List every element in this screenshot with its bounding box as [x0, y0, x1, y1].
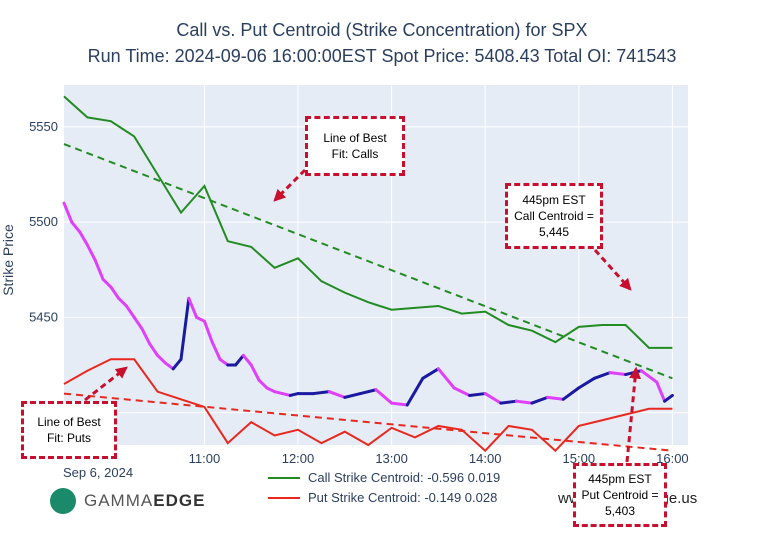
price-segment — [530, 395, 550, 405]
price-segment — [546, 395, 565, 401]
price-segment — [499, 399, 518, 405]
price-segment — [202, 319, 214, 344]
price-segment — [452, 386, 472, 397]
price-segment — [241, 353, 253, 367]
chart-title: Call vs. Put Centroid (Strike Concentrat… — [176, 20, 588, 40]
price-segment — [210, 340, 222, 361]
gammaedge-logo: GAMMAEDGE — [50, 488, 205, 514]
price-segment — [62, 201, 74, 224]
call-fit-line — [63, 143, 673, 380]
arrow-calls-fit — [273, 168, 307, 202]
x-tick-label: 15:00 — [563, 451, 596, 466]
price-segment — [109, 285, 121, 300]
price-segment — [132, 315, 144, 331]
price-segment — [85, 243, 97, 262]
price-segment — [249, 363, 261, 382]
callout-puts-fit: Line of Best Fit: Puts — [21, 401, 117, 459]
price-segment — [374, 388, 394, 405]
y-tick-label: 5500 — [29, 214, 58, 229]
price-segment — [608, 371, 628, 377]
call-centroid-line — [63, 95, 673, 349]
logo-mark-icon — [50, 488, 76, 514]
price-segment — [148, 342, 160, 357]
logo-text: GAMMAEDGE — [84, 491, 206, 510]
x-tick-label: 13:00 — [375, 451, 408, 466]
x-tick-label: 14:00 — [469, 451, 502, 466]
arrow-call-centroid — [593, 248, 632, 291]
put-centroid-line — [63, 358, 673, 453]
price-segment — [101, 277, 113, 289]
chart-subtitle: Run Time: 2024-09-06 16:00:00EST Spot Pr… — [87, 46, 677, 66]
price-segment — [93, 258, 105, 281]
price-segment — [327, 390, 347, 399]
price-segment — [390, 401, 409, 407]
put-fit-line — [63, 392, 673, 452]
price-segment — [358, 388, 378, 396]
price-segment — [663, 393, 674, 403]
price-segment — [179, 296, 191, 361]
price-segment — [405, 376, 425, 407]
price-segment — [639, 369, 659, 384]
price-segment — [163, 361, 175, 371]
price-segment — [577, 376, 596, 390]
price-segment — [171, 357, 183, 371]
price-segment — [483, 392, 503, 405]
price-segment — [655, 380, 667, 403]
price-segment — [234, 353, 245, 367]
price-segment — [257, 378, 269, 390]
price-segment — [436, 367, 456, 390]
callout-calls-fit: Line of Best Fit: Calls — [305, 116, 405, 176]
price-segment — [592, 371, 612, 380]
price-segment — [140, 327, 152, 346]
price-segment — [218, 357, 230, 367]
price-segment — [156, 353, 167, 365]
x-tick-label: 16:00 — [656, 451, 689, 466]
price-segment — [117, 296, 128, 308]
price-segment — [421, 367, 440, 380]
price-segment — [514, 399, 534, 405]
callout-put-centroid: 445pm EST Put Centroid = 5,403 — [573, 463, 667, 527]
price-segment — [78, 230, 89, 247]
y-tick-label: 5450 — [29, 309, 58, 324]
price-segment — [343, 392, 362, 399]
arrow-puts-fit — [84, 366, 128, 402]
arrow-put-centroid — [625, 366, 642, 463]
price-segment — [124, 304, 136, 319]
x-date-label: Sep 6, 2024 — [63, 465, 133, 480]
price-segment — [70, 220, 82, 234]
legend-entry: Put Strike Centroid: -0.149 0.028 — [308, 490, 497, 505]
price-segment — [561, 386, 581, 401]
callout-call-centroid: 445pm EST Call Centroid = 5,445 — [505, 183, 603, 249]
y-tick-label: 5550 — [29, 119, 58, 134]
x-tick-label: 12:00 — [282, 451, 315, 466]
price-segment — [187, 296, 199, 319]
legend-entry: Call Strike Centroid: -0.596 0.019 — [308, 470, 500, 485]
x-tick-label: 11:00 — [189, 451, 221, 466]
price-segment — [468, 392, 487, 397]
price-segment — [312, 390, 331, 396]
y-axis-label: Strike Price — [0, 224, 16, 296]
